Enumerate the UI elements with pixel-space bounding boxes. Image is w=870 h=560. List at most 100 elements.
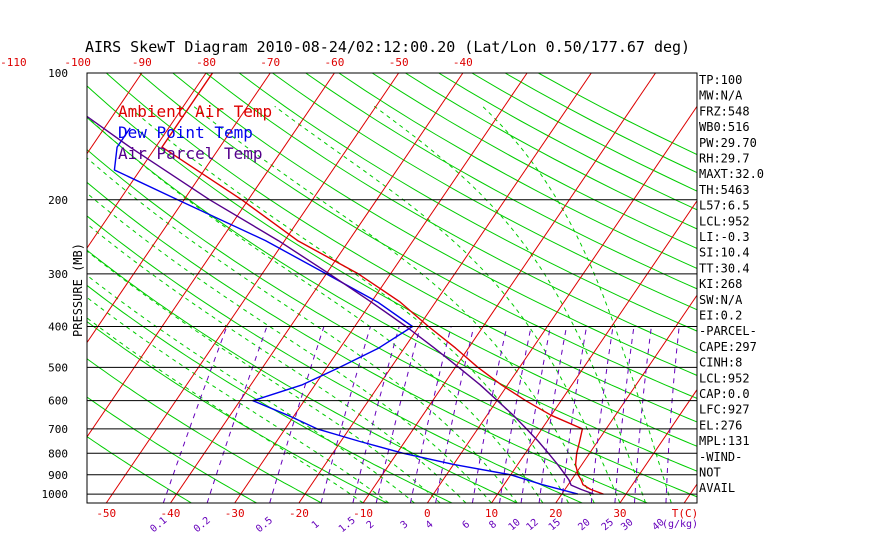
stats-panel-item: LCL:952: [699, 371, 750, 385]
dry-adiabat-line: [87, 116, 697, 472]
grid-layer: [0, 73, 870, 503]
mixing-ratio-line: [499, 326, 532, 503]
mixing-ratio-line: [561, 326, 588, 503]
mixing-ratio-line: [590, 326, 614, 503]
isotherm-line: [87, 73, 271, 344]
dry-adiabat-line: [272, 73, 697, 311]
stats-panel-item: SI:10.4: [699, 246, 750, 260]
stats-panel-item: RH:29.7: [699, 152, 750, 166]
mixing-ratio-label: 6: [460, 519, 472, 531]
series-line-2: [87, 115, 595, 495]
stats-panel-item: CINH:8: [699, 356, 742, 370]
stats-panel-item: AVAIL: [699, 481, 735, 495]
pressure-tick-label: 1000: [42, 488, 69, 501]
pressure-tick-label: 800: [48, 447, 68, 460]
mixing-ratio-label: 10: [507, 517, 523, 533]
moist-adiabat-line: [87, 116, 544, 503]
dry-adiabat-line: [305, 73, 697, 290]
stats-panel-item: EL:276: [699, 418, 742, 432]
mixing-ratio-line: [269, 326, 325, 503]
legend: Ambient Air Temp Dew Point Temp Air Parcel…: [118, 102, 272, 163]
stats-panel-item: PW:29.70: [699, 136, 757, 150]
pressure-tick-label: 500: [48, 361, 68, 374]
isotherm-line: [0, 73, 13, 503]
top-temp-tick-label: -100: [64, 56, 91, 69]
plot-frame: [86, 72, 698, 504]
bottom-temp-tick-label: -40: [161, 507, 181, 520]
temp-unit-label: T(C): [672, 507, 699, 520]
dry-adiabat-line: [438, 73, 697, 211]
dry-adiabat-line: [105, 73, 697, 423]
top-temp-tick-label: -40: [453, 56, 473, 69]
bottom-temp-tick-label: -20: [289, 507, 309, 520]
mixing-ratio-label: 12: [524, 517, 540, 533]
stats-panel-item: L57:6.5: [699, 199, 750, 213]
pressure-tick-label: 200: [48, 194, 68, 207]
top-temp-tick-label: -70: [260, 56, 280, 69]
pressure-tick-label: 400: [48, 321, 68, 334]
pressure-tick-label: 700: [48, 423, 68, 436]
stats-panel-item: TH:5463: [699, 183, 750, 197]
isotherm-line: [87, 73, 143, 155]
mixing-ratio-line: [375, 326, 421, 503]
isotherm-line: [0, 73, 78, 503]
mixing-ratio-label: 0.5: [254, 515, 275, 535]
dry-adiabat-line: [87, 396, 257, 503]
stats-panel-item: CAPE:297: [699, 340, 757, 354]
chart-title: AIRS SkewT Diagram 2010-08-24/02:12:00.2…: [85, 38, 690, 56]
dry-adiabat-line: [87, 358, 322, 503]
isotherm-line: [426, 105, 697, 503]
stats-panel-item: CAP:0.0: [699, 387, 750, 401]
dry-adiabat-line: [238, 73, 697, 332]
mixing-unit-label: (g/kg): [662, 519, 698, 530]
moist-adiabat-line: [128, 105, 570, 503]
isotherm-line: [748, 73, 870, 503]
stats-panel-item: MW:N/A: [699, 89, 743, 103]
mixing-ratio-label: 20: [576, 517, 592, 533]
stats-panel-item: LCL:952: [699, 214, 750, 228]
bottom-temp-tick-label: -30: [225, 507, 245, 520]
mixing-ratio-label: 2: [365, 519, 377, 531]
stats-panel-item: FRZ:548: [699, 104, 750, 118]
y-axis-label: PRESSURE (MB): [71, 243, 85, 337]
mixing-ratio-label: 0.2: [192, 515, 213, 535]
mixing-ratio-label: 8: [487, 519, 499, 531]
isotherm-line: [298, 73, 592, 503]
isotherm-line: [170, 73, 464, 503]
pressure-tick-label: 100: [48, 67, 68, 80]
stats-panel-item: KI:268: [699, 277, 742, 291]
dry-adiabat-line: [371, 73, 697, 250]
dry-adiabat-line: [87, 436, 192, 503]
moist-adiabat-line: [482, 105, 672, 503]
mixing-ratio-line: [409, 326, 452, 503]
bottom-temp-tick-label: -50: [96, 507, 116, 520]
isotherm-line: [619, 388, 697, 503]
stats-panel-item: SW:N/A: [699, 293, 743, 307]
dry-adiabat-line: [205, 73, 697, 354]
mixing-ratio-line: [634, 326, 652, 503]
stats-panel-item: EI:0.2: [699, 309, 742, 323]
mixing-ratio-line: [471, 326, 508, 503]
dry-adiabat-line: [87, 148, 697, 498]
stats-panel-item: LI:-0.3: [699, 230, 750, 244]
moist-adiabat-line: [87, 296, 390, 503]
stats-panel-item: MAXT:32.0: [699, 167, 764, 181]
isotherm-line: [234, 73, 528, 503]
mixing-ratio-line: [352, 326, 400, 503]
stats-panel-item: MPL:131: [699, 434, 750, 448]
top-temp-tick-label: -110: [0, 56, 27, 69]
isotherm-line: [362, 73, 656, 503]
top-temp-tick-label: -50: [389, 56, 409, 69]
stats-panel-item: TT:30.4: [699, 261, 750, 275]
isotherm-line: [491, 199, 697, 503]
mixing-ratio-line: [665, 326, 680, 503]
mixing-ratio-line: [162, 326, 228, 503]
bottom-temp-tick-label: 20: [549, 507, 562, 520]
mixing-ratio-label: 4: [424, 519, 436, 531]
bottom-temp-tick-label: 0: [424, 507, 431, 520]
pressure-tick-label: 900: [48, 469, 68, 482]
legend-entry: Dew Point Temp: [118, 123, 253, 142]
legend-entry: Air Parcel Temp: [118, 144, 263, 163]
